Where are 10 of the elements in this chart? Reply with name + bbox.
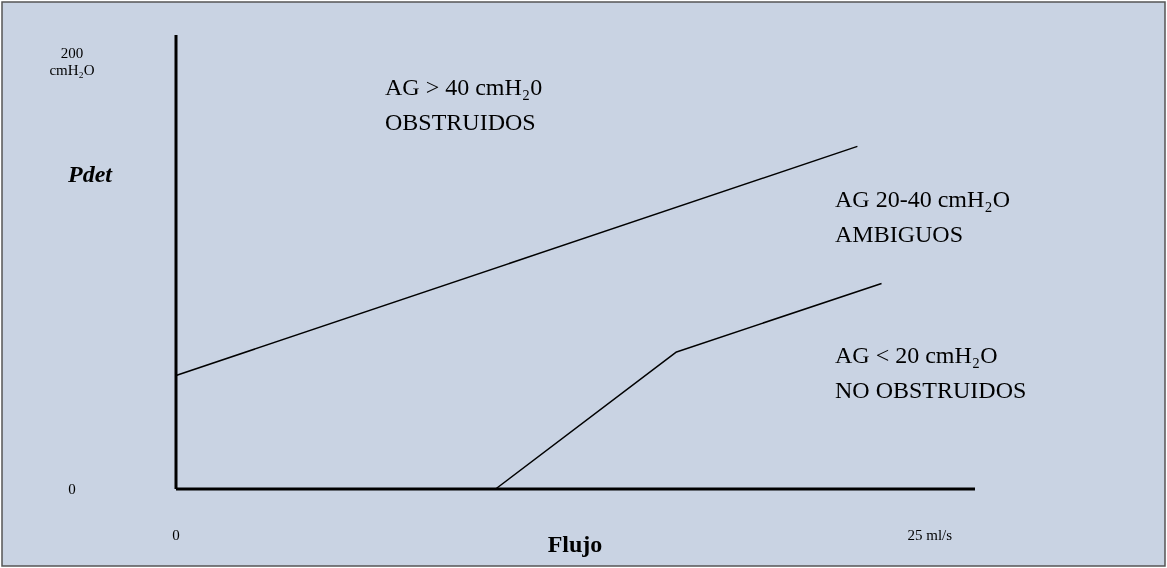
- y-tick-label: 200 cmH₂O: [49, 44, 95, 78]
- x-axis-title: Flujo: [547, 531, 603, 557]
- annotation: OBSTRUIDOS: [385, 109, 536, 135]
- annotation: NO OBSTRUIDOS: [835, 377, 1027, 403]
- x-tick-label: 25 ml/s: [907, 527, 953, 543]
- annotation: AG 20-40 cmH₂O: [835, 186, 1011, 212]
- annotation: AG > 40 cmH₂0: [385, 74, 543, 100]
- annotation: AMBIGUOS: [835, 221, 964, 247]
- y-axis-title: Pdet: [67, 161, 114, 187]
- annotation: AG < 20 cmH₂O: [835, 342, 998, 368]
